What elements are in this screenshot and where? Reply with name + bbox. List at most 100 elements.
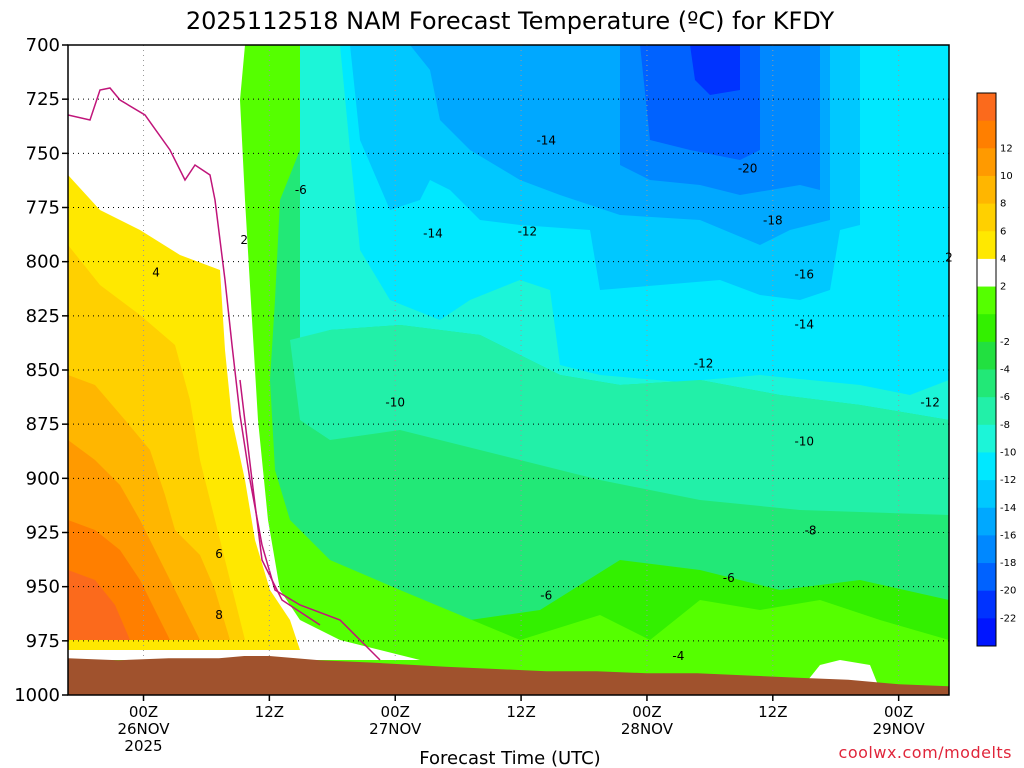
colorbar-segment: [977, 148, 996, 177]
colorbar-segment: [977, 175, 996, 205]
colorbar-tick-label: -4: [1000, 365, 1010, 376]
contour-label: -10: [794, 435, 814, 449]
colorbar-segment: [977, 369, 996, 398]
grid-lines: [68, 45, 949, 695]
colorbar-segment: [977, 563, 996, 592]
plus2-line: [239, 379, 321, 626]
y-tick-label: 725: [26, 89, 60, 110]
y-tick-label: 900: [26, 468, 60, 489]
x-tick-label: 12Z: [506, 703, 535, 721]
y-tick-label: 700: [26, 35, 60, 56]
x-axis-label: Forecast Time (UTC): [419, 748, 600, 768]
colorbar-segment: [977, 480, 996, 509]
x-tick-label: 29NOV: [873, 720, 926, 738]
colorbar-segment: [977, 397, 996, 426]
contour-label: -14: [423, 227, 443, 241]
contour-label: -4: [672, 649, 684, 663]
colorbar-segment: [977, 590, 996, 619]
y-tick-label: 925: [26, 523, 60, 544]
colorbar: 12 10 8 6 4 2 -2 -4 -6 -8 -10 -12 -14 -16 -18 -20 -22: [976, 92, 1016, 647]
x-tick-label: 26NOV: [117, 720, 170, 738]
y-tick-label: 825: [26, 306, 60, 327]
x-tick-label: 12Z: [758, 703, 787, 721]
temperature-field: [68, 45, 949, 695]
colorbar-tick-label: 10: [1000, 171, 1013, 182]
y-tick-label: 1000: [14, 685, 60, 706]
band-10-to-12: [68, 570, 130, 640]
x-tick-label: 00Z: [381, 703, 410, 721]
contour-label: -14: [536, 133, 556, 147]
x-tick-label: 2025: [124, 737, 162, 755]
contour-label: 2: [945, 250, 953, 264]
colorbar-tick-label: 8: [1000, 199, 1006, 210]
contour-label: -16: [794, 268, 814, 282]
colorbar-tick-label: 2: [1000, 282, 1006, 293]
colorbar-tick-label: -16: [1000, 530, 1016, 541]
colorbar-segment: [977, 231, 996, 260]
band-minus10: [290, 325, 949, 515]
y-tick-label: 875: [26, 414, 60, 435]
y-axis: 700 725 750 775 800 825 850 875 900 925 950 975 1000: [14, 35, 68, 706]
colorbar-segment: [977, 258, 996, 288]
colorbar-segment: [977, 507, 996, 536]
contour-label: -18: [763, 214, 783, 228]
colorbar-segment: [977, 341, 996, 370]
freezing-line: [68, 87, 381, 661]
colorbar-tick-label: -8: [1000, 420, 1010, 431]
y-tick-label: 800: [26, 252, 60, 273]
x-tick-label: 00Z: [632, 703, 661, 721]
contour-label: -8: [805, 523, 817, 537]
band-minus24: [690, 45, 740, 95]
colorbar-segment: [977, 286, 996, 315]
colorbar-tick-label: -12: [1000, 475, 1016, 486]
colorbar-segment: [977, 618, 996, 647]
x-tick-label: 00Z: [884, 703, 913, 721]
colorbar-tick-label: -10: [1000, 447, 1016, 458]
colorbar-tick-label: -20: [1000, 586, 1016, 597]
contour-label: 2: [240, 233, 248, 247]
colorbar-tick-label: 4: [1000, 254, 1006, 265]
colorbar-segment: [977, 93, 996, 122]
colorbar-segment: [977, 424, 996, 453]
colorbar-tick-label: -2: [1000, 337, 1010, 348]
credit-text: coolwx.com/modelts: [839, 743, 1012, 762]
colorbar-segment: [977, 452, 996, 481]
contour-label: -6: [723, 571, 735, 585]
colorbar-tick-label: -22: [1000, 613, 1016, 624]
colorbar-segment: [977, 535, 996, 564]
contour-label: -6: [540, 588, 552, 602]
contour-label: -12: [518, 224, 538, 238]
colorbar-segment: [977, 314, 996, 343]
y-tick-label: 850: [26, 360, 60, 381]
y-tick-label: 950: [26, 577, 60, 598]
contour-label: -20: [738, 162, 758, 176]
colorbar-tick-label: -6: [1000, 392, 1010, 403]
y-tick-label: 775: [26, 198, 60, 219]
surface-terrain: [68, 656, 949, 695]
contour-label: -10: [385, 396, 405, 410]
chart-title: 2025112518 NAM Forecast Temperature (ºC)…: [186, 7, 835, 35]
contour-label: 8: [215, 608, 223, 622]
colorbar-tick-label: 12: [1000, 143, 1013, 154]
y-tick-label: 975: [26, 631, 60, 652]
colorbar-segment: [977, 120, 996, 149]
contour-label: -6: [295, 183, 307, 197]
contour-label: 4: [152, 266, 160, 280]
colorbar-segment: [977, 203, 996, 232]
x-tick-label: 28NOV: [621, 720, 674, 738]
x-tick-label: 27NOV: [369, 720, 422, 738]
colorbar-frame: [976, 92, 997, 647]
colorbar-tick-label: 6: [1000, 226, 1006, 237]
contour-label: -12: [694, 357, 714, 371]
colorbar-tick-label: -18: [1000, 558, 1016, 569]
contour-labels: 2 4 6 8 -6 -14 -14 -12 -20 -18 -16 -14 -12 -12 -10 -10 -…: [152, 133, 953, 663]
x-tick-label: 00Z: [129, 703, 158, 721]
contour-label: -14: [794, 318, 814, 332]
y-tick-label: 750: [26, 143, 60, 164]
colorbar-tick-label: -14: [1000, 503, 1016, 514]
contour-label: -12: [920, 396, 940, 410]
x-tick-label: 12Z: [255, 703, 284, 721]
contour-label: 6: [215, 547, 223, 561]
